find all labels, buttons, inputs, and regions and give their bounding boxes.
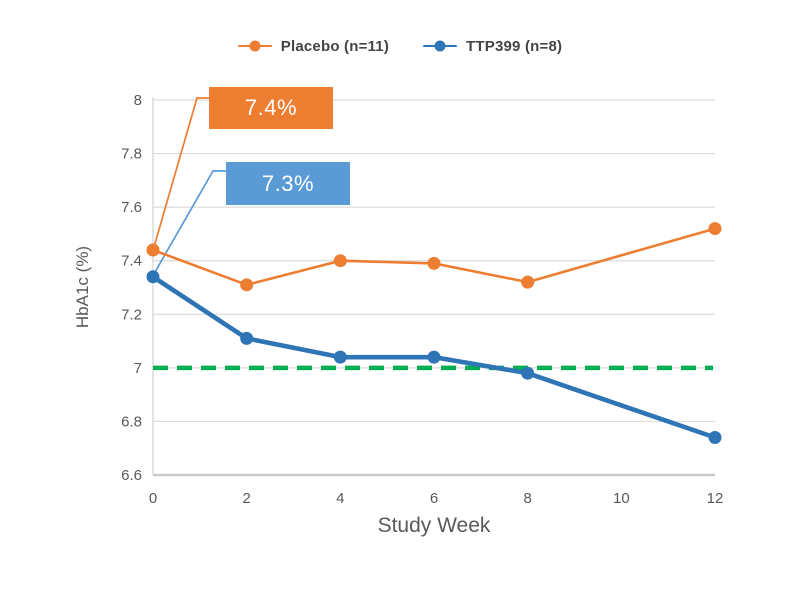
x-tick-label: 12: [707, 490, 724, 507]
data-point-ttp399-week0: [146, 270, 160, 284]
y-tick-label: 7.2: [121, 306, 142, 323]
data-point-placebo-week8: [521, 275, 535, 289]
y-tick-label: 7.4: [121, 253, 142, 270]
data-point-ttp399-week8: [521, 366, 535, 380]
placebo-series-icon: [237, 39, 272, 53]
data-point-placebo-week12: [708, 222, 722, 236]
leader-line-placebo: [153, 97, 209, 248]
x-tick-label: 8: [523, 490, 531, 507]
leader-line-ttp399: [153, 170, 226, 275]
data-point-ttp399-week4: [333, 350, 347, 364]
y-tick-label: 7.8: [121, 146, 142, 163]
series-line-ttp399: [151, 274, 716, 440]
callout-ttp399-text: 7.3%: [261, 170, 315, 196]
ttp399-series-icon: [423, 39, 458, 53]
x-tick-label: 2: [242, 490, 250, 507]
data-point-placebo-week0: [146, 243, 160, 257]
data-point-placebo-week6: [427, 256, 441, 270]
y-tick-label: 6.6: [121, 467, 142, 484]
callout-placebo-baseline: 7.4%: [209, 87, 333, 129]
x-tick-label: 6: [430, 490, 438, 507]
y-axis-title: HbA1c (%): [73, 245, 92, 329]
data-point-placebo-week2: [240, 278, 254, 292]
y-tick-label: 8: [134, 92, 142, 109]
x-tick-label: 10: [613, 490, 630, 507]
data-point-ttp399-week12: [708, 431, 722, 444]
callout-ttp399-baseline: 7.3%: [226, 162, 350, 205]
data-point-ttp399-week2: [240, 331, 254, 345]
legend-item-ttp399: TTP399 (n=8): [423, 38, 562, 55]
data-point-ttp399-week6: [427, 350, 441, 364]
y-tick-label: 7.6: [121, 199, 142, 216]
x-tick-label: 4: [336, 490, 344, 507]
data-point-placebo-week4: [333, 254, 347, 268]
y-tick-label: 6.8: [121, 413, 142, 430]
callout-placebo-text: 7.4%: [244, 95, 298, 120]
x-axis-title: Study Week: [377, 514, 491, 537]
x-tick-label: 0: [149, 490, 157, 507]
y-tick-label: 7: [134, 360, 142, 377]
legend: Placebo (n=11) TTP399 (n=8): [0, 30, 800, 62]
legend-item-placebo: Placebo (n=11): [237, 37, 390, 55]
legend-label-ttp399: TTP399 (n=8): [466, 37, 563, 55]
legend-label-placebo: Placebo (n=11): [280, 37, 390, 55]
series-line-placebo: [152, 227, 716, 287]
